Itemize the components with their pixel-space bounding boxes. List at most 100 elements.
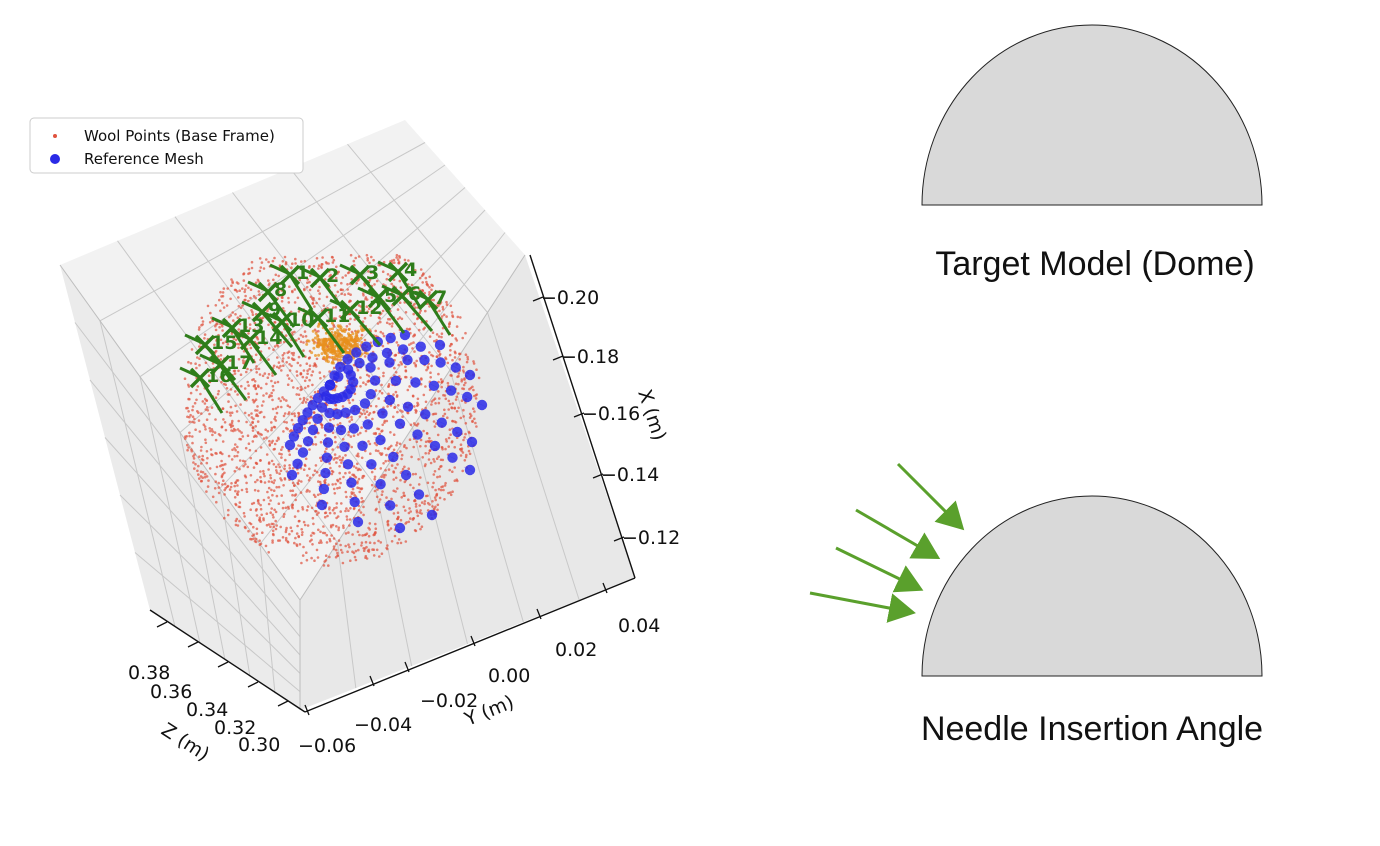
wool-point (311, 543, 314, 546)
wool-point-dense (317, 340, 321, 344)
wool-point (398, 316, 402, 319)
wool-point (412, 486, 415, 490)
wool-point (308, 364, 312, 368)
wool-point (262, 267, 266, 270)
wool-point (376, 303, 380, 307)
wool-point (289, 526, 293, 529)
wool-point (414, 472, 418, 476)
wool-point (195, 398, 198, 402)
legend-mesh-label: Reference Mesh (84, 150, 204, 168)
wool-point (377, 449, 380, 453)
wool-point (302, 468, 306, 472)
wool-point (256, 414, 260, 418)
wool-point (233, 455, 236, 458)
wool-point (453, 445, 457, 449)
wool-point-dense (344, 340, 348, 344)
wool-point (201, 400, 205, 403)
wool-point (258, 539, 261, 542)
wool-point (380, 452, 384, 455)
wool-point (374, 522, 377, 526)
wool-point (191, 435, 194, 438)
wool-point (342, 524, 345, 527)
wool-point (359, 431, 362, 435)
wool-point (333, 319, 336, 323)
wool-point (455, 325, 459, 328)
wool-point (293, 515, 297, 518)
wool-point (428, 290, 431, 294)
wool-point (302, 349, 305, 352)
wool-point (324, 559, 328, 562)
wool-point-dense (330, 321, 334, 325)
mesh-point (415, 341, 426, 352)
wool-point (286, 374, 290, 377)
wool-point (306, 474, 309, 477)
wool-point (288, 429, 292, 433)
wool-point (226, 342, 230, 346)
wool-point (327, 311, 331, 314)
wool-point (299, 364, 302, 367)
wool-point (263, 342, 267, 346)
wool-point (200, 316, 204, 320)
wool-point (313, 469, 317, 473)
wool-point (297, 355, 301, 359)
wool-point (368, 412, 372, 415)
wool-point (335, 506, 338, 509)
wool-point (209, 311, 212, 315)
wool-point (292, 358, 296, 362)
wool-point (362, 381, 365, 385)
wool-point (223, 482, 227, 486)
wool-point (455, 410, 459, 413)
wool-point (247, 392, 250, 396)
wool-point (209, 429, 212, 433)
wool-point-dense (319, 338, 323, 342)
wool-point (433, 460, 436, 463)
wool-point (447, 436, 451, 440)
wool-point (379, 467, 383, 470)
wool-point (234, 489, 237, 493)
wool-point (257, 280, 261, 283)
wool-point (254, 281, 258, 285)
wool-point (366, 310, 370, 314)
wool-point (450, 311, 454, 314)
wool-point (334, 440, 337, 444)
wool-point-dense (333, 331, 337, 334)
wool-point (357, 509, 361, 512)
mesh-point (394, 418, 406, 429)
wool-point (277, 463, 280, 466)
axis-lines (149, 254, 636, 713)
wool-point (214, 472, 217, 476)
wool-point (247, 299, 250, 303)
wool-point (430, 288, 433, 292)
wool-point (279, 477, 282, 480)
wool-point (350, 415, 353, 419)
wool-point (255, 367, 258, 371)
wool-point (387, 296, 391, 300)
wool-point (446, 361, 450, 365)
wool-point (291, 489, 295, 493)
wool-point (404, 365, 407, 369)
wool-point (387, 447, 390, 451)
wool-point (301, 375, 305, 379)
wool-point (352, 542, 356, 546)
wool-point (252, 466, 256, 469)
wool-point (357, 304, 361, 307)
needle-x-marker (279, 264, 301, 286)
wool-point (422, 273, 425, 276)
needle-label: 10 (288, 309, 314, 331)
wool-point (250, 266, 254, 270)
wool-point (406, 411, 410, 415)
wool-point (345, 495, 348, 499)
wool-point (348, 322, 352, 326)
wool-point (320, 426, 324, 429)
wool-point (354, 558, 358, 562)
wool-point (322, 375, 326, 378)
wool-point (210, 406, 214, 409)
wool-point (411, 518, 415, 521)
wool-point (362, 308, 366, 311)
wool-point (362, 294, 365, 297)
wool-point (266, 429, 270, 433)
wool-point (378, 452, 382, 455)
wool-point (251, 398, 255, 402)
wool-point (355, 466, 358, 470)
wool-point (211, 430, 215, 433)
